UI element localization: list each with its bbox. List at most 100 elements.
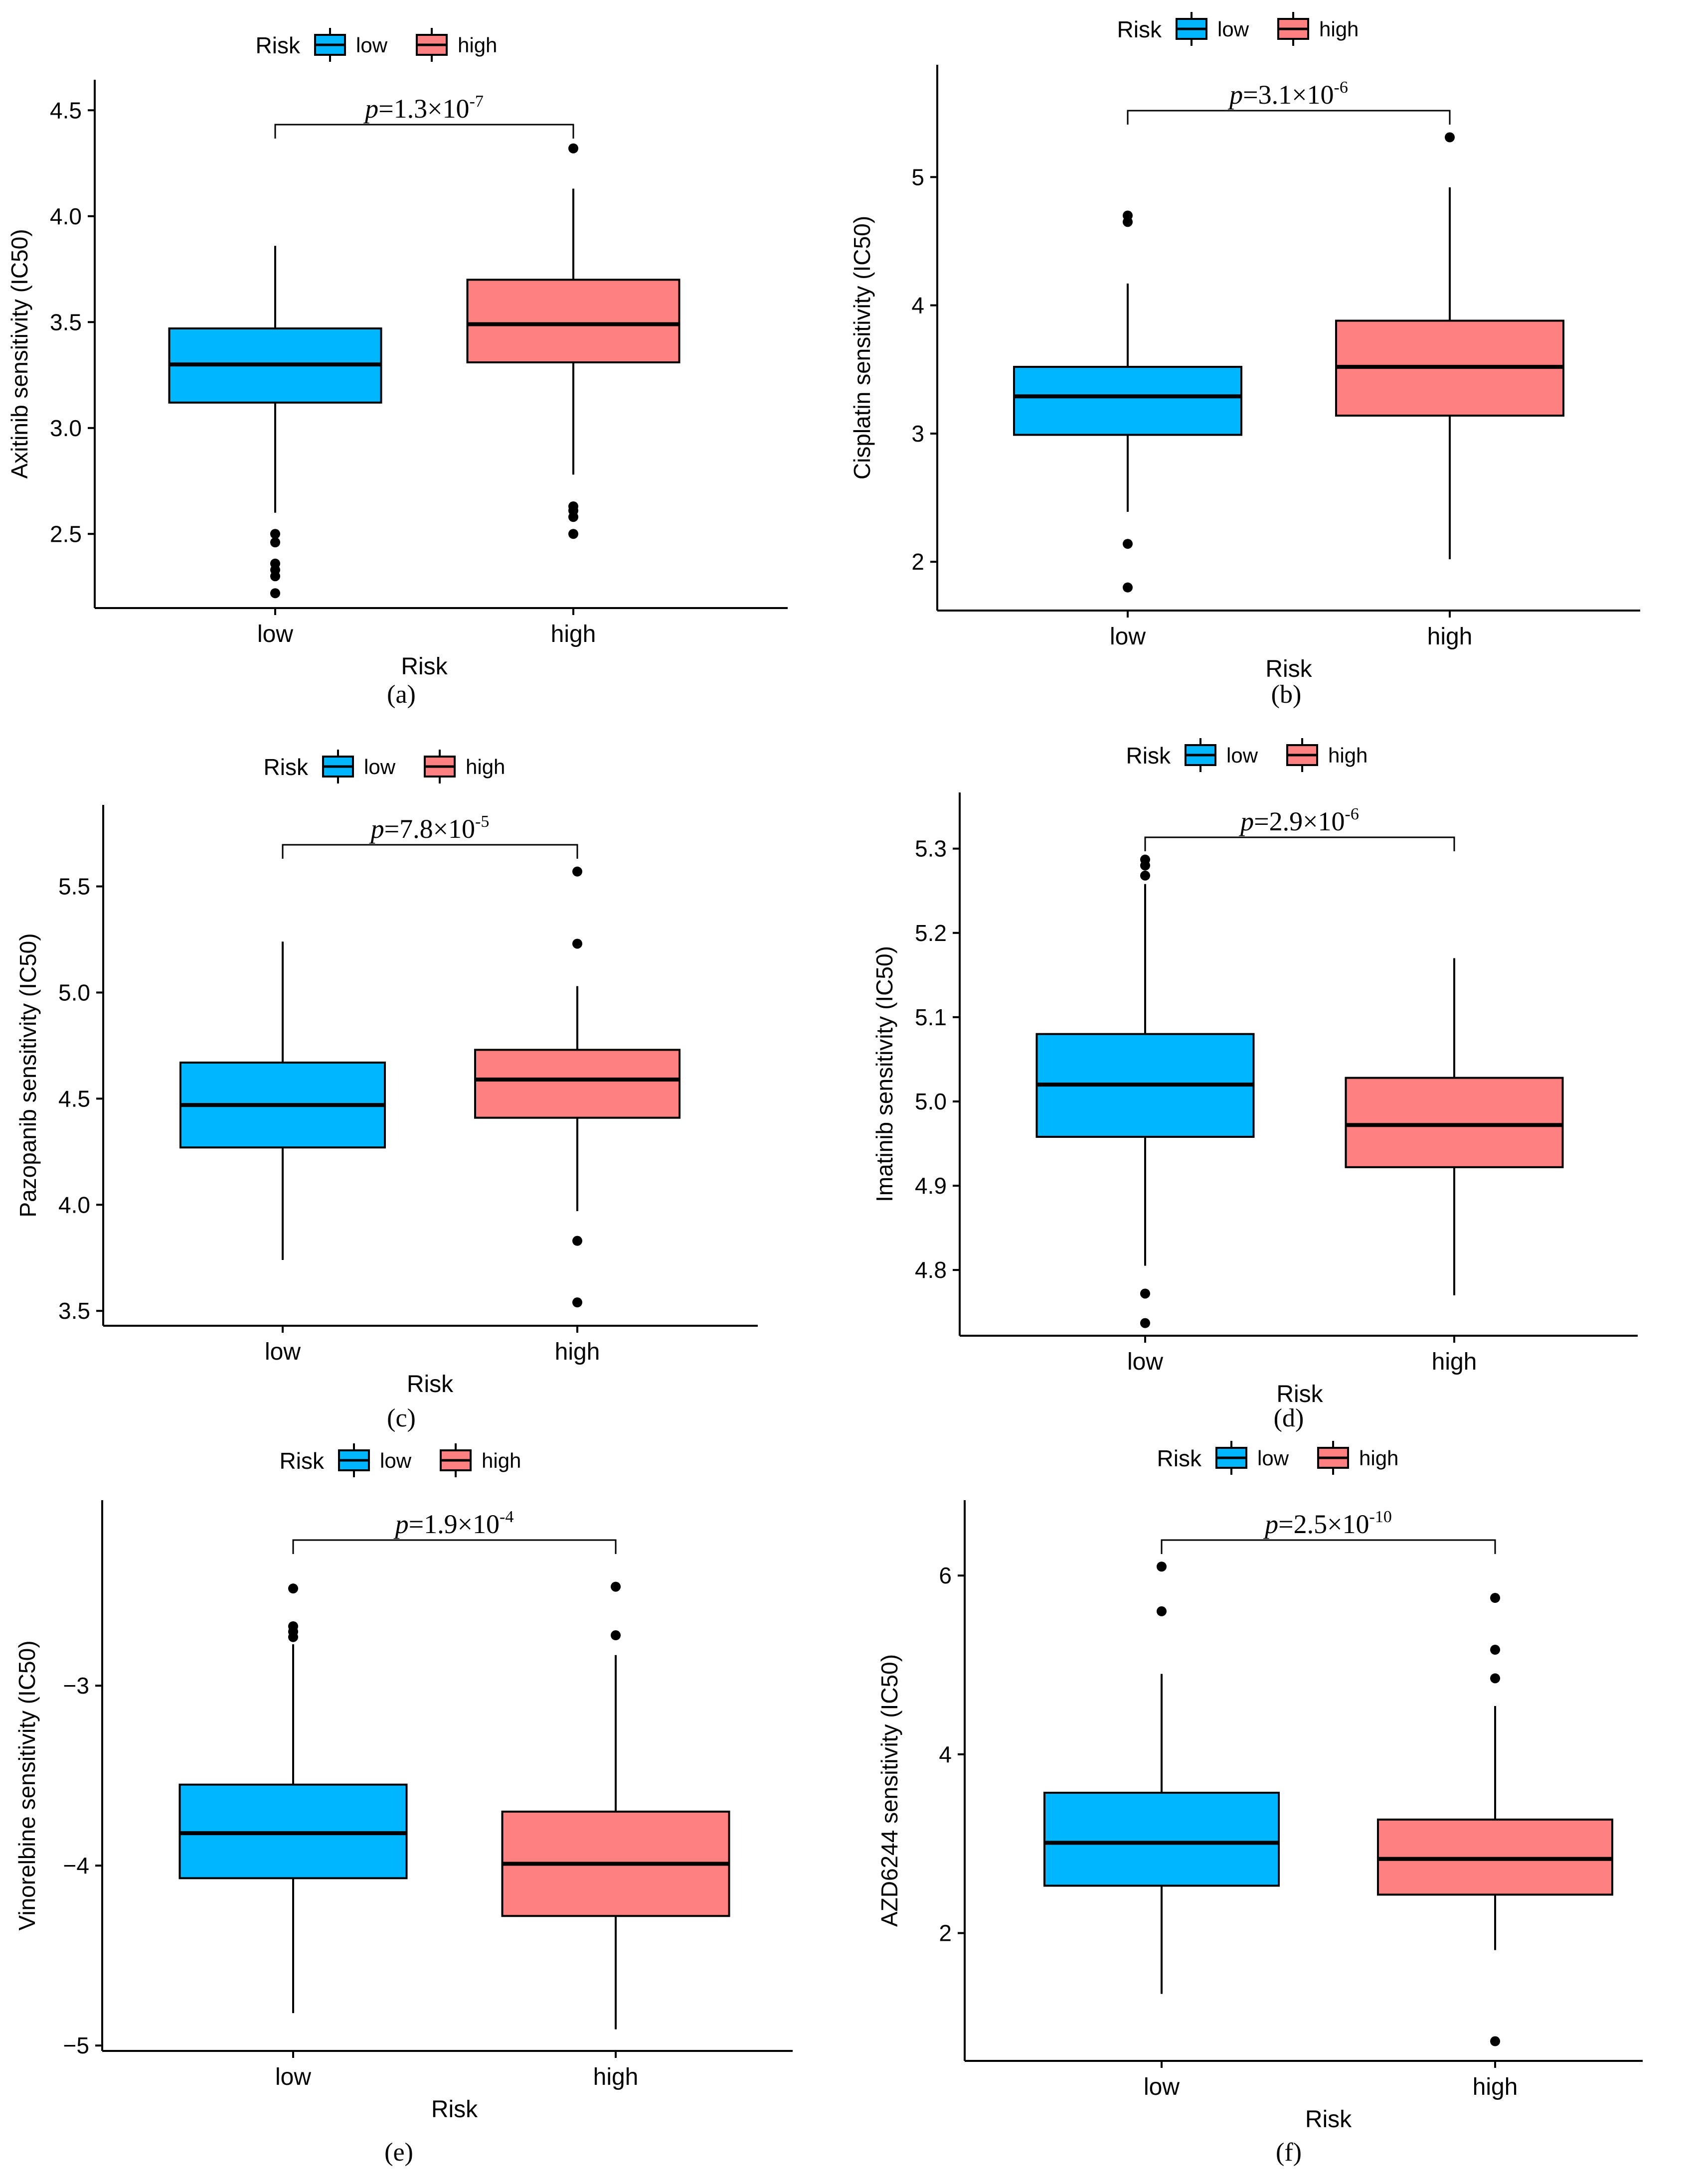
- outlier-point: [270, 537, 280, 548]
- legend-key-low: [322, 750, 354, 783]
- x-tick-label-high: high: [1432, 1349, 1477, 1375]
- legend-title: Risk: [1117, 16, 1162, 42]
- p-value-exponent: -10: [1369, 1508, 1392, 1526]
- bracket-line: [282, 844, 578, 859]
- box-low: [179, 941, 386, 1260]
- p-value-text: =2.5×10: [1278, 1509, 1369, 1539]
- panel-caption: (a): [387, 680, 416, 709]
- legend-label-high: high: [482, 1449, 521, 1472]
- outlier-point: [270, 529, 280, 539]
- box-body: [474, 1049, 681, 1119]
- y-axis-label: AZD6244 sensitivity (IC50): [876, 1654, 902, 1927]
- outlier-point: [1123, 582, 1133, 593]
- y-tick-label: 4: [911, 293, 924, 318]
- p-value-text: =1.3×10: [378, 94, 469, 124]
- p-value-label: p=2.9×10-6: [1238, 805, 1359, 836]
- x-tick-label-high: high: [593, 2064, 639, 2090]
- bracket-line: [274, 124, 574, 139]
- y-tick-label: 3.0: [50, 415, 82, 441]
- y-tick-label: 5.3: [915, 836, 947, 862]
- panel-caption: (c): [387, 1404, 416, 1432]
- legend-label-low: low: [1257, 1446, 1289, 1470]
- panel-f: Risk low high 2 4 6 AZD6244 sensitivity (IC50)…: [876, 1441, 1643, 2167]
- y-axis-label: Cisplatin sensitivity (IC50): [849, 216, 875, 479]
- legend: Risk low high: [256, 28, 497, 62]
- outlier-point: [1140, 1288, 1150, 1299]
- outlier-point: [1157, 1561, 1167, 1572]
- legend-label-low: low: [1217, 17, 1249, 41]
- legend-label-low: low: [364, 755, 396, 779]
- bracket-line: [1144, 836, 1455, 851]
- p-value-prefix: p: [1263, 1509, 1278, 1539]
- outlier-point: [1490, 1645, 1500, 1655]
- p-value-exponent: -6: [1334, 78, 1348, 97]
- legend-label-high: high: [1328, 744, 1367, 767]
- outlier-point: [1140, 1318, 1150, 1328]
- legend-label-low: low: [380, 1449, 412, 1472]
- legend-key-low: [1176, 12, 1207, 46]
- p-value-label: p=2.5×10-10: [1263, 1508, 1392, 1539]
- x-tick-label-low: low: [1144, 2074, 1180, 2100]
- p-value-text: =1.9×10: [409, 1509, 500, 1539]
- p-value-label: p=7.8×10-5: [369, 812, 490, 844]
- box-low: [1013, 210, 1242, 593]
- x-tick-label-low: low: [1127, 1349, 1163, 1375]
- legend-title: Risk: [280, 1448, 325, 1474]
- p-value-prefix: p: [363, 94, 378, 124]
- panel-caption: (d): [1274, 1404, 1304, 1432]
- y-tick-label: 6: [939, 1562, 952, 1588]
- panel-c: Risk low high 3.5 4.0 4.5 5.0 5.5 Pazopanib sens…: [15, 750, 758, 1432]
- box-high: [501, 1581, 730, 2029]
- y-tick-label: 3.5: [50, 309, 82, 335]
- outlier-point: [1490, 2036, 1500, 2046]
- box-body: [1043, 1791, 1280, 1887]
- outlier-point: [288, 1583, 298, 1594]
- y-tick-label: 5.0: [915, 1089, 947, 1114]
- panel-d: Risk low high 4.8 4.9 5.0 5.1 5.2 5.3 Imatinib se…: [871, 738, 1638, 1432]
- outlier-point: [1140, 870, 1150, 881]
- legend-title: Risk: [256, 32, 301, 58]
- y-tick-label: 2: [911, 549, 924, 575]
- legend: Risk low high: [1157, 1441, 1398, 1475]
- p-value-exponent: -6: [1345, 805, 1359, 823]
- y-tick-label: 5.1: [915, 1004, 947, 1030]
- x-axis-label: Risk: [407, 1371, 454, 1398]
- box-high: [1335, 132, 1564, 560]
- x-tick-label-low: low: [1110, 624, 1146, 650]
- p-value-label: p=3.1×10-6: [1227, 78, 1348, 110]
- legend-key-high: [1277, 12, 1309, 46]
- outlier-point: [270, 588, 280, 599]
- y-axis-label: Vinorelbine sensitivity (IC50): [14, 1640, 40, 1930]
- panel-caption: (e): [384, 2138, 413, 2167]
- y-tick-label: 4.0: [50, 203, 82, 229]
- y-tick-label: 5: [911, 164, 924, 190]
- box-body: [1013, 366, 1242, 436]
- legend: Risk low high: [1126, 738, 1367, 772]
- outlier-point: [568, 143, 578, 154]
- legend-label-high: high: [466, 755, 505, 779]
- outlier-point: [1490, 1673, 1500, 1684]
- x-tick-label-high: high: [555, 1339, 600, 1365]
- legend-key-high: [1317, 1441, 1349, 1475]
- x-axis-label: Risk: [401, 653, 448, 680]
- x-tick-label-high: high: [1473, 2074, 1518, 2100]
- legend: Risk low high: [280, 1443, 521, 1477]
- p-value-label: p=1.3×10-7: [363, 92, 484, 124]
- outlier-point: [1157, 1606, 1167, 1616]
- outlier-point: [568, 529, 578, 539]
- y-tick-label: 2: [939, 1920, 952, 1946]
- p-value-text: =3.1×10: [1243, 80, 1334, 110]
- box-high: [474, 866, 681, 1308]
- significance-bracket: p=7.8×10-5: [282, 812, 578, 859]
- outlier-point: [572, 1297, 582, 1308]
- box-high: [1345, 958, 1564, 1295]
- significance-bracket: p=1.9×10-4: [292, 1508, 617, 1554]
- box-low: [1035, 854, 1255, 1328]
- y-tick-label: 4.5: [58, 1086, 90, 1111]
- y-axis-label: Imatinib sensitivity (IC50): [871, 946, 897, 1202]
- box-low: [178, 1583, 408, 2014]
- legend-key-high: [440, 1443, 472, 1477]
- y-tick-label: 5.0: [58, 979, 90, 1005]
